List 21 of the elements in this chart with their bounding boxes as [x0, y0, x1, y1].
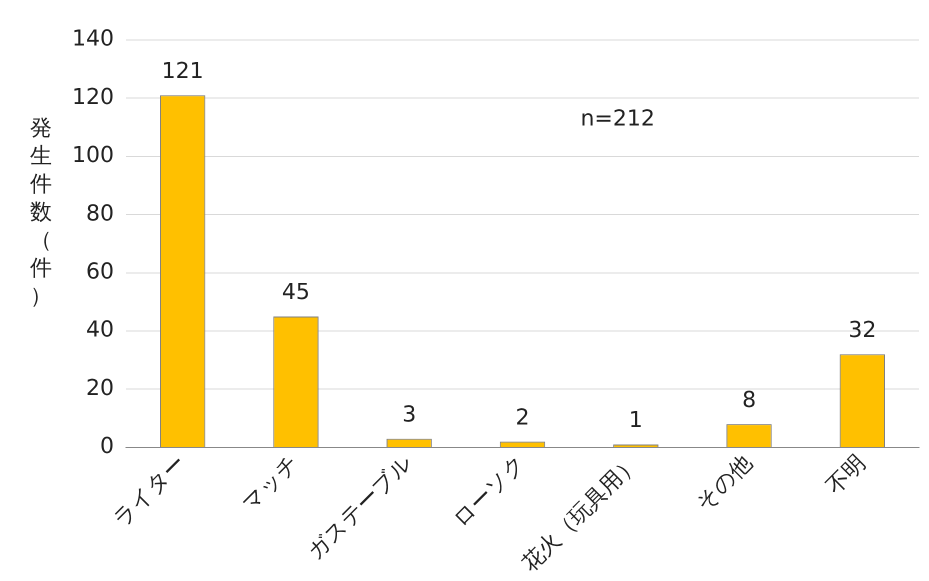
y-tick-label: 60 [86, 260, 114, 285]
x-tick-label: 不明 [822, 450, 871, 500]
x-tick-label: その他 [692, 450, 758, 516]
y-tick-label: 100 [72, 143, 114, 168]
data-label: 1 [628, 408, 643, 434]
y-tick-label: 140 [72, 26, 114, 52]
y-tick-label: 40 [86, 318, 114, 343]
y-tick-label: 0 [100, 434, 114, 460]
annotation: n=212 [580, 106, 655, 132]
data-label: 3 [402, 402, 416, 428]
x-tick-label: ガステーブル [302, 450, 418, 565]
y-tick-label: 120 [72, 84, 114, 110]
data-label: 121 [162, 59, 204, 84]
data-label: 32 [848, 318, 876, 344]
y-tick-label: 80 [86, 201, 114, 226]
data-label: 45 [282, 280, 310, 306]
data-label: 8 [742, 388, 756, 413]
y-axis-title: 発生件数（件） [29, 115, 53, 311]
data-label: 2 [515, 405, 530, 430]
x-tick-label: マッチ [238, 450, 304, 517]
y-tick-label: 20 [86, 376, 114, 401]
